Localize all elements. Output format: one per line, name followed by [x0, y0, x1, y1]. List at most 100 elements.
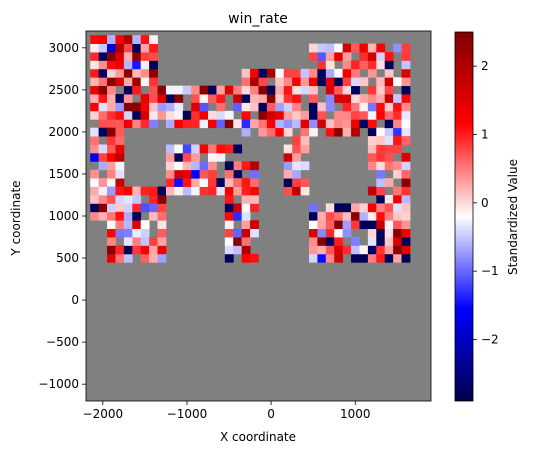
heatmap-cell [351, 220, 360, 230]
heatmap-cell [334, 94, 344, 103]
heatmap-cell [317, 52, 327, 61]
heatmap-cell [90, 178, 100, 187]
y-tick-label: 2000 [48, 125, 79, 139]
heatmap-cell [351, 237, 360, 246]
heatmap-cell [233, 237, 243, 246]
heatmap-cell [98, 85, 108, 95]
heatmap-cell [224, 169, 234, 179]
heatmap-cell [224, 228, 234, 238]
heatmap-cell [191, 85, 200, 95]
heatmap-cell [292, 161, 301, 171]
heatmap-cell [123, 194, 133, 204]
heatmap-cell [401, 169, 411, 179]
heatmap-cell [90, 186, 100, 196]
heatmap-cell [115, 211, 125, 221]
heatmap-cell [216, 152, 226, 162]
heatmap-cell [140, 77, 150, 87]
heatmap-cell [123, 186, 133, 196]
heatmap-cell [123, 110, 133, 120]
heatmap-cell [233, 228, 243, 238]
heatmap-cell [132, 211, 142, 221]
heatmap-cell [384, 194, 394, 204]
heatmap-cell [351, 127, 360, 137]
heatmap-cell [199, 186, 209, 196]
heatmap-cell [393, 119, 402, 129]
heatmap-cell [149, 60, 158, 70]
heatmap-cell [98, 152, 108, 162]
heatmap-cell [115, 253, 125, 263]
heatmap-cell [384, 136, 394, 145]
heatmap-cell [132, 203, 142, 213]
heatmap-cell [199, 85, 209, 95]
heatmap-cell [283, 110, 293, 120]
heatmap-cell [149, 102, 158, 112]
heatmap-cell [325, 68, 335, 78]
heatmap-cell [90, 102, 100, 112]
heatmap-cell [107, 102, 116, 112]
heatmap-cell [208, 178, 217, 187]
heatmap-cell [241, 110, 251, 120]
heatmap-cell [90, 110, 100, 120]
heatmap-cell [283, 144, 293, 154]
heatmap-cell [334, 203, 344, 213]
heatmap-cell [115, 127, 125, 137]
heatmap-cell [359, 77, 369, 87]
heatmap-cell [98, 119, 108, 129]
heatmap-cell [191, 169, 200, 179]
heatmap-cell [367, 186, 377, 196]
heatmap-cell [165, 178, 175, 187]
heatmap-cell [115, 186, 125, 196]
heatmap-cell [123, 77, 133, 87]
heatmap-cell [367, 52, 377, 61]
heatmap-cell [384, 211, 394, 221]
heatmap-cell [258, 119, 268, 129]
heatmap-cell [157, 228, 167, 238]
heatmap-cell [208, 85, 217, 95]
heatmap-cell [376, 186, 386, 196]
heatmap-cell [115, 144, 125, 154]
heatmap-cell [393, 136, 402, 145]
heatmap-cell [308, 94, 318, 103]
heatmap-cell [90, 211, 100, 221]
heatmap-cell [393, 161, 402, 171]
heatmap-cell [401, 94, 411, 103]
heatmap-cell [149, 110, 158, 120]
heatmap-cell [98, 43, 108, 53]
colorbar-gradient [454, 31, 474, 402]
heatmap-cell [115, 152, 125, 162]
heatmap-cell [123, 228, 133, 238]
heatmap-cell [191, 94, 200, 103]
heatmap-cell [250, 119, 259, 129]
heatmap-cell [149, 35, 158, 45]
heatmap-cell [317, 43, 327, 53]
heatmap-cell [233, 245, 243, 255]
heatmap-cell [401, 211, 411, 221]
heatmap-cell [308, 245, 318, 255]
heatmap-cell [334, 43, 344, 53]
heatmap-cell [351, 77, 360, 87]
heatmap-cell [376, 60, 386, 70]
heatmap-cell [317, 102, 327, 112]
heatmap-cell [123, 43, 133, 53]
heatmap-cell [149, 85, 158, 95]
heatmap-cell [325, 245, 335, 255]
heatmap-cell [115, 77, 125, 87]
heatmap-cell [308, 119, 318, 129]
heatmap-cell [308, 127, 318, 137]
heatmap-cell [199, 169, 209, 179]
heatmap-cell [115, 110, 125, 120]
heatmap-cell [393, 77, 402, 87]
heatmap-cell [384, 102, 394, 112]
heatmap-cell [292, 169, 301, 179]
heatmap-cell [367, 245, 377, 255]
heatmap-cell [300, 161, 310, 171]
heatmap-cell [376, 94, 386, 103]
heatmap-cell [258, 127, 268, 137]
heatmap-cell [342, 228, 352, 238]
heatmap-cell [115, 136, 125, 145]
heatmap-cell [241, 211, 251, 221]
heatmap-cell [325, 52, 335, 61]
heatmap-cell [283, 85, 293, 95]
heatmap-cell [132, 52, 142, 61]
heatmap-cell [401, 245, 411, 255]
